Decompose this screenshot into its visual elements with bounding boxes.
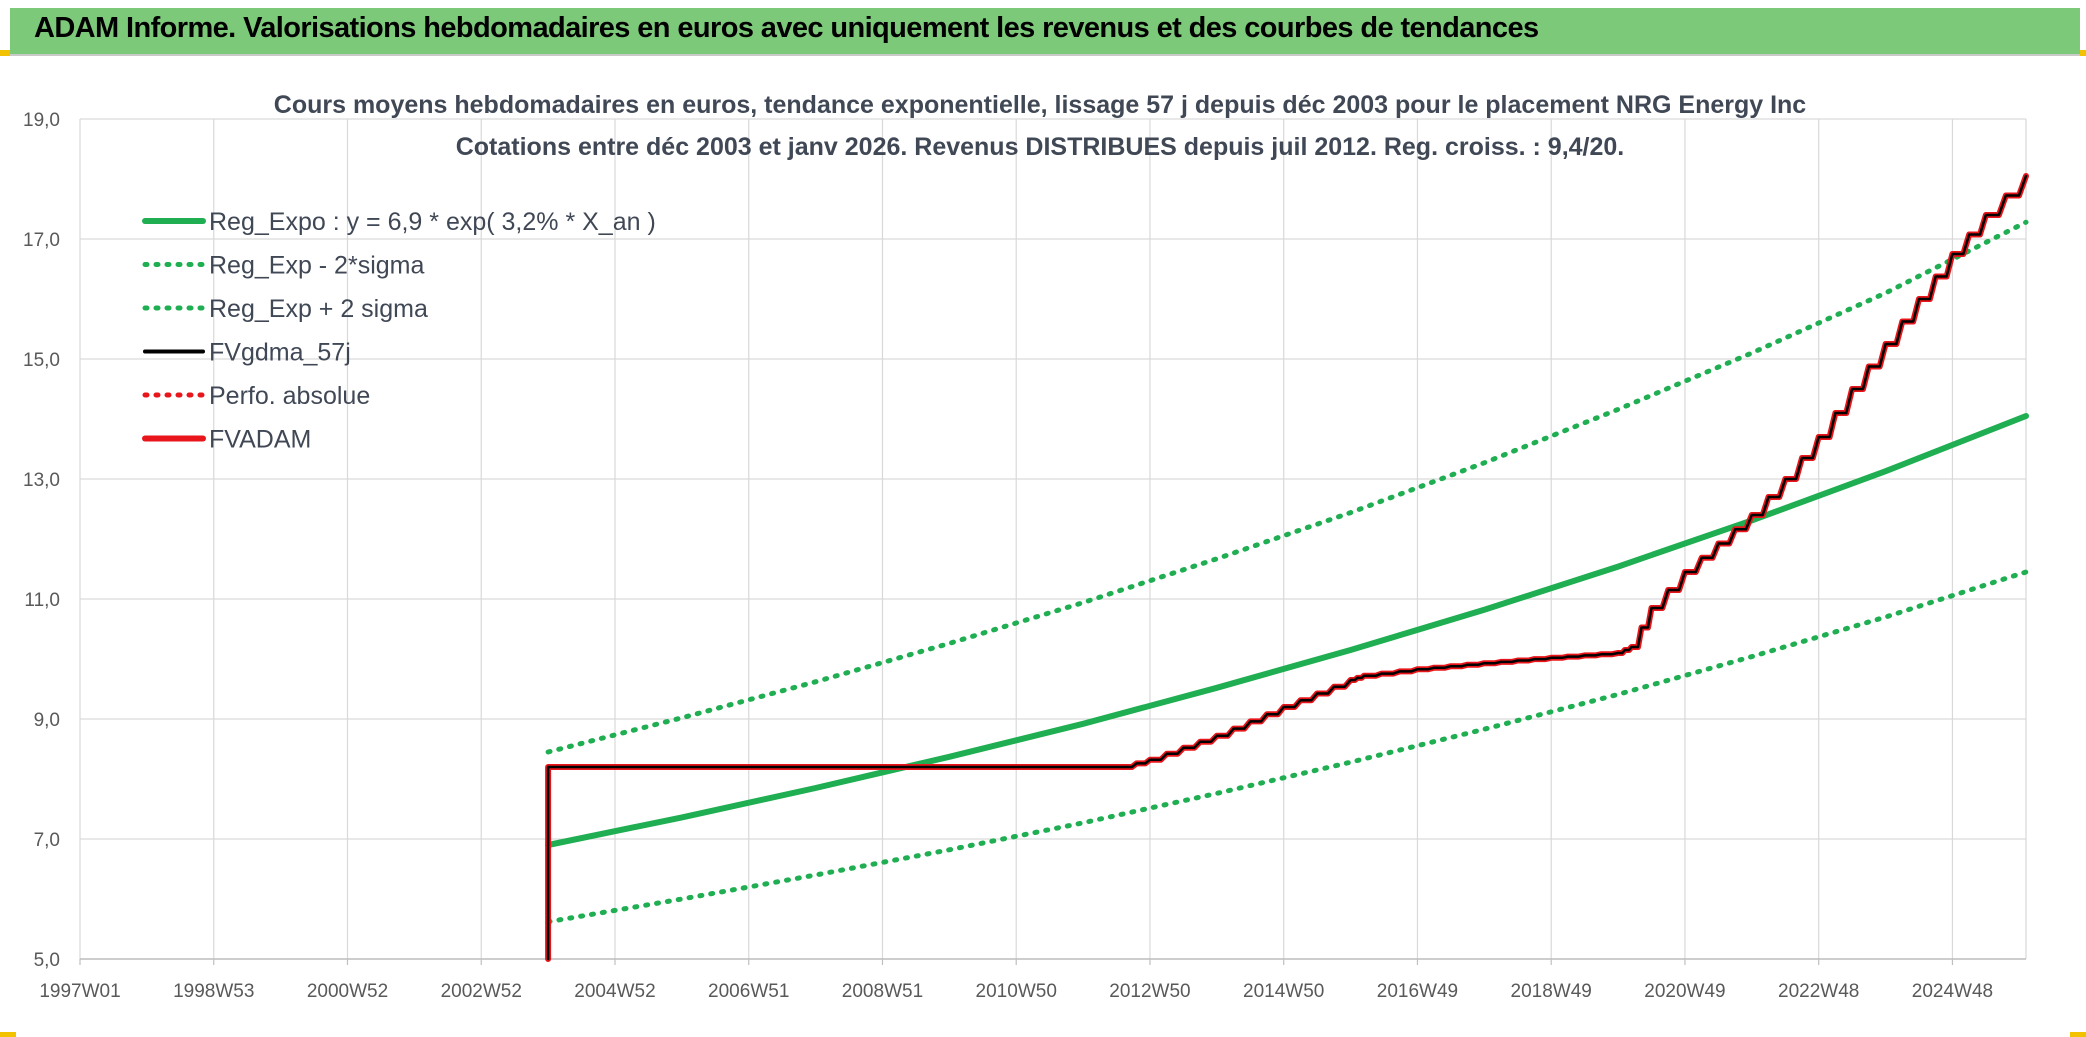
x-tick-label: 2000W52	[307, 981, 388, 1002]
series-line-0	[545, 413, 2029, 848]
legend-label: Perfo. absolue	[209, 382, 370, 410]
corner-mark-bottom-right	[2070, 1032, 2086, 1037]
y-tick-label: 19,0	[23, 110, 60, 131]
y-tick-label: 9,0	[34, 710, 60, 731]
report-title: ADAM Informe. Valorisations hebdomadaire…	[34, 12, 1539, 44]
corner-mark-top-left	[0, 50, 16, 56]
y-tick-label: 17,0	[23, 230, 60, 251]
series-line-1	[545, 569, 2029, 925]
y-tick-label: 7,0	[34, 830, 60, 851]
x-tick-label: 1997W01	[39, 981, 120, 1002]
y-tick-label: 13,0	[23, 470, 60, 491]
legend-label: FVADAM	[209, 426, 311, 454]
y-tick-label: 5,0	[34, 950, 60, 971]
series-line-5	[545, 173, 2029, 962]
x-tick-label: 2008W51	[842, 981, 923, 1002]
grid-lines	[79, 118, 2027, 960]
x-tick-label: 2016W49	[1377, 981, 1458, 1002]
y-tick-label: 15,0	[23, 350, 60, 371]
series-line-2	[545, 219, 2029, 755]
legend-label: Reg_Exp - 2*sigma	[209, 252, 424, 280]
chart-subtitle: Cotations entre déc 2003 et janv 2026. R…	[456, 133, 1625, 161]
legend-label: Reg_Exp + 2 sigma	[209, 295, 428, 323]
legend-label: FVgdma_57j	[209, 339, 351, 367]
x-tick-label: 2010W50	[976, 981, 1057, 1002]
x-tick-label: 2006W51	[708, 981, 789, 1002]
x-tick-label: 2024W48	[1912, 981, 1993, 1002]
line-chart: 5,0 7,0 9,0 11,0 13,0 15,0 17,0 19,0 1997W01 1998…	[23, 91, 2029, 1002]
x-tick-label: 2022W48	[1778, 981, 1859, 1002]
x-tick-label: 1998W53	[173, 981, 254, 1002]
series-lines	[545, 173, 2029, 962]
report-header: ADAM Informe. Valorisations hebdomadaire…	[10, 8, 2080, 56]
x-tick-label: 2018W49	[1511, 981, 1592, 1002]
axes: 5,0 7,0 9,0 11,0 13,0 15,0 17,0 19,0 1997W01 1998…	[23, 110, 2026, 1002]
chart-title: Cours moyens hebdomadaires en euros, ten…	[274, 91, 1807, 119]
series-line-3	[546, 174, 2028, 961]
y-tick-label: 11,0	[24, 590, 60, 611]
corner-mark-bottom-left	[0, 1032, 16, 1037]
x-tick-label: 2004W52	[574, 981, 655, 1002]
legend-label: Reg_Expo : y = 6,9 * exp( 3,2% * X_an )	[209, 208, 656, 236]
x-tick-label: 2020W49	[1644, 981, 1725, 1002]
x-tick-label: 2014W50	[1243, 981, 1324, 1002]
x-tick-label: 2012W50	[1109, 981, 1190, 1002]
legend: Reg_Expo : y = 6,9 * exp( 3,2% * X_an ) R…	[142, 208, 656, 454]
chart-container: 5,0 7,0 9,0 11,0 13,0 15,0 17,0 19,0 1997W01 1998…	[0, 58, 2086, 1037]
x-tick-label: 2002W52	[441, 981, 522, 1002]
